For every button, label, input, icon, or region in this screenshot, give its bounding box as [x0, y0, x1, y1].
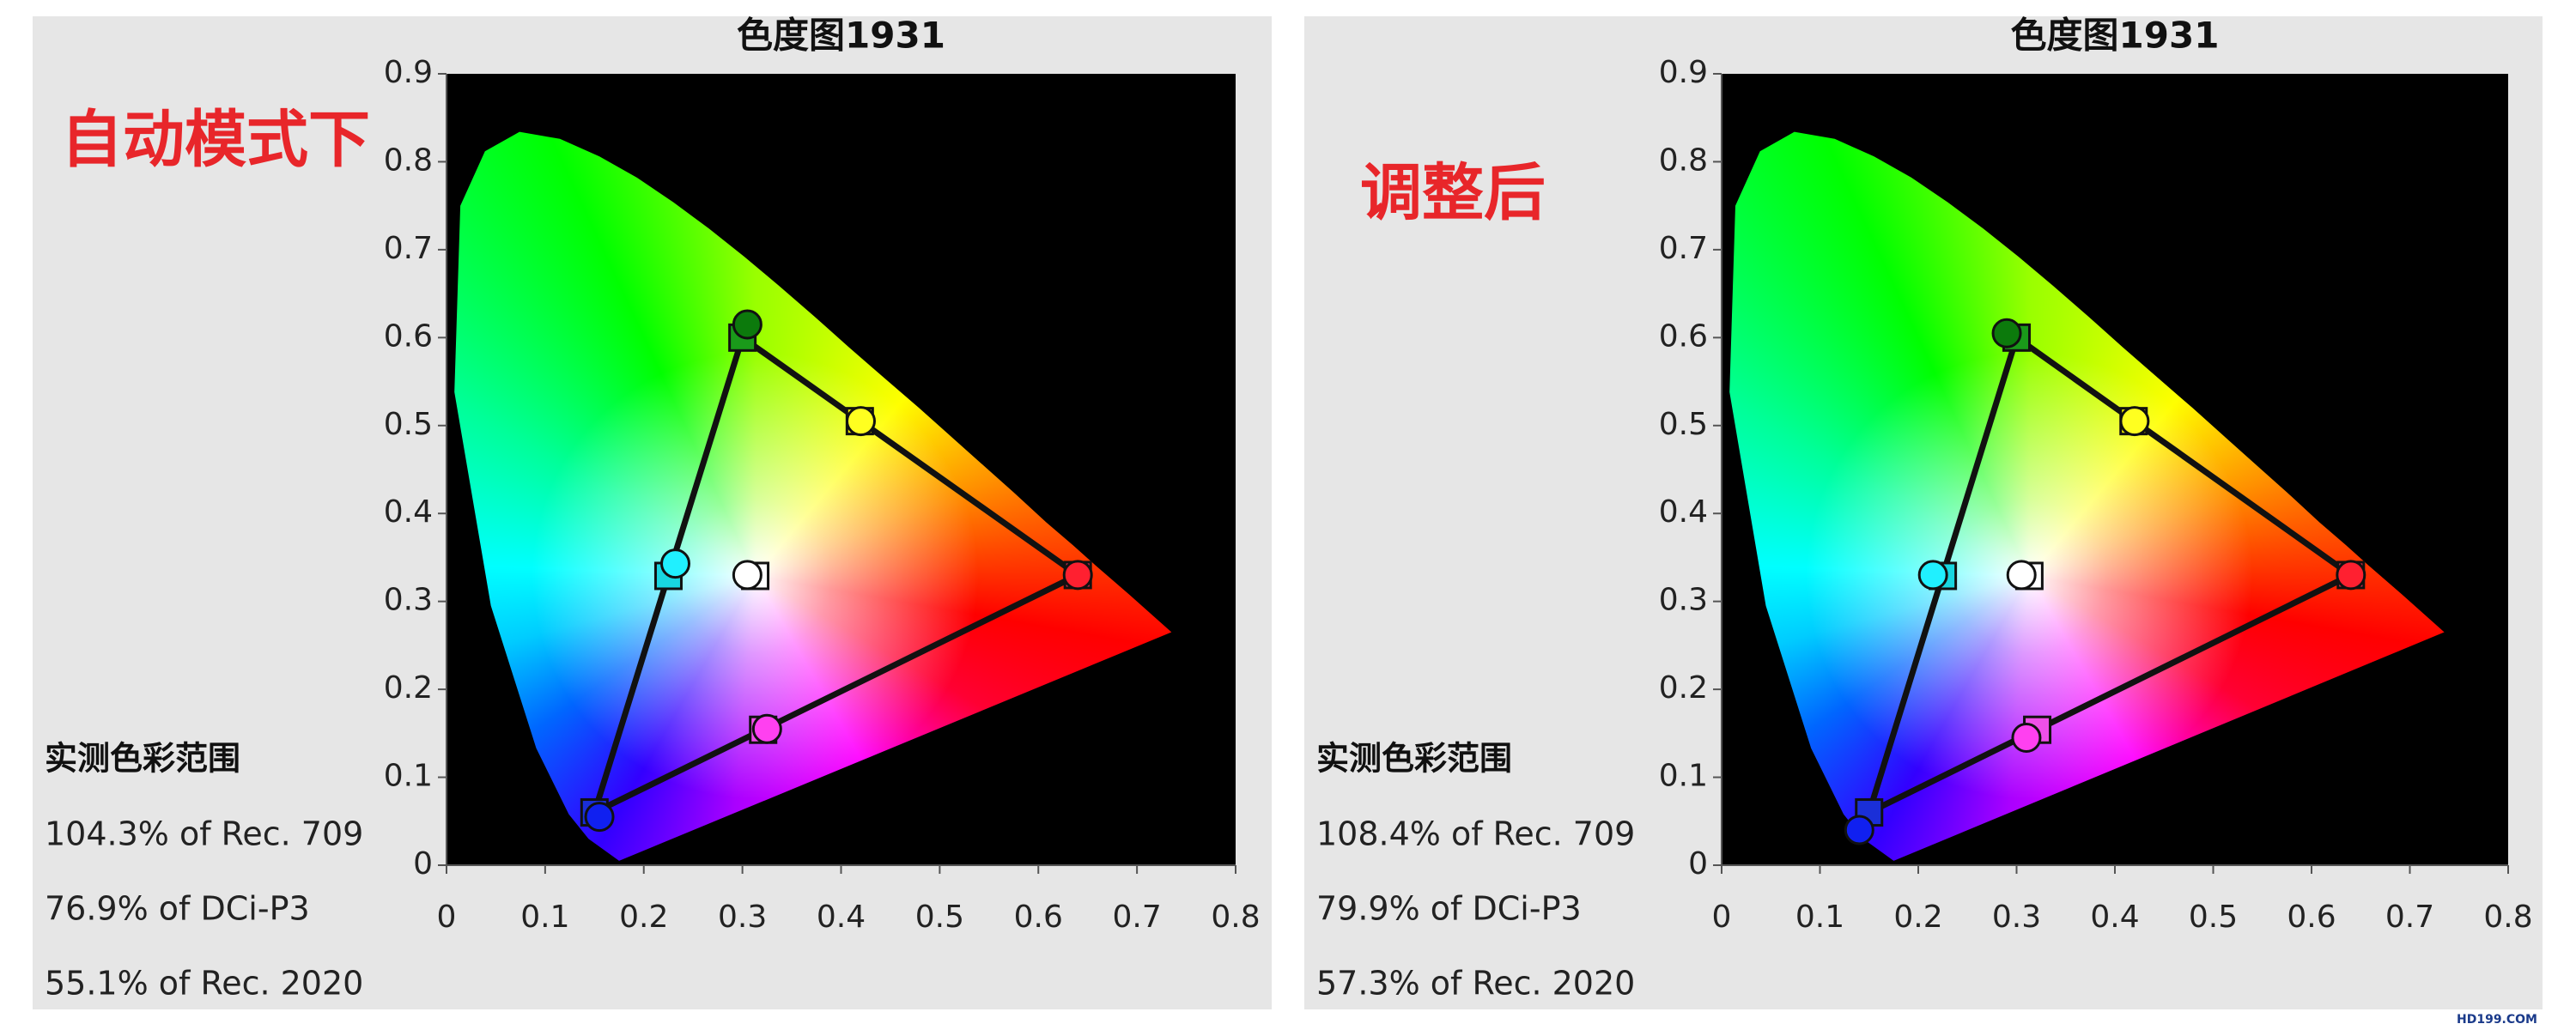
x-tick-label: 0.5: [915, 900, 964, 935]
y-tick-label: 0: [1688, 846, 1708, 882]
y-tick-label: 0.5: [384, 407, 433, 442]
y-tick-label: 0.9: [384, 55, 433, 90]
y-tick-label: 0.1: [1659, 759, 1708, 794]
x-tick-label: 0.6: [1014, 900, 1063, 935]
measured-point: [732, 309, 762, 340]
watermark: HD199.COM: [2457, 1013, 2537, 1027]
x-tick-label: 0.7: [1112, 900, 1161, 935]
spectral-locus-fill: [1729, 131, 2445, 861]
gamut-title: 实测色彩范围: [45, 740, 240, 778]
x-tick-label: 0.3: [1992, 900, 2041, 935]
chart-title: 色度图1931: [2011, 15, 2220, 57]
y-tick-label: 0.7: [384, 231, 433, 266]
measured-point: [1062, 560, 1093, 591]
measured-point: [1844, 815, 1874, 845]
y-tick-label: 0.6: [1659, 318, 1708, 354]
y-tick-label: 0.8: [1659, 142, 1708, 178]
gamut-result: 79.9% of DCi-P3: [1316, 890, 1582, 928]
y-tick-label: 0.5: [1659, 407, 1708, 442]
x-tick-label: 0.2: [1893, 900, 1942, 935]
y-tick-label: 0.7: [1659, 231, 1708, 266]
measured-point: [660, 548, 691, 579]
x-tick-label: 0.4: [817, 900, 866, 935]
gamut-result: 108.4% of Rec. 709: [1316, 815, 1635, 853]
x-tick-label: 0.3: [718, 900, 767, 935]
x-tick-label: 0.2: [619, 900, 668, 935]
measured-point: [1991, 318, 2022, 348]
gamut-result: 104.3% of Rec. 709: [45, 815, 363, 853]
gamut-result: 57.3% of Rec. 2020: [1316, 965, 1635, 1003]
gamut-result: 55.1% of Rec. 2020: [45, 965, 363, 1003]
measured-point: [2336, 560, 2366, 591]
locus-gradient: [1729, 131, 2445, 861]
x-tick-label: 0: [1712, 900, 1732, 935]
gamut-result: 76.9% of DCi-P3: [45, 890, 310, 928]
y-tick-label: 0.2: [384, 670, 433, 706]
y-tick-label: 0: [413, 846, 433, 882]
x-tick-label: 0.6: [2287, 900, 2336, 935]
measured-point: [584, 802, 615, 833]
y-tick-label: 0.4: [384, 494, 433, 530]
measured-point: [751, 713, 782, 744]
x-tick-label: 0.8: [2483, 900, 2532, 935]
y-tick-label: 0.1: [384, 759, 433, 794]
locus-gradient: [454, 131, 1172, 861]
x-tick-label: 0: [437, 900, 457, 935]
measured-point: [2006, 560, 2037, 591]
y-tick-label: 0.4: [1659, 494, 1708, 530]
y-tick-label: 0.9: [1659, 55, 1708, 90]
chart-title: 色度图1931: [737, 15, 945, 57]
x-tick-label: 0.5: [2189, 900, 2238, 935]
y-tick-label: 0.3: [1659, 583, 1708, 618]
y-tick-label: 0.8: [384, 142, 433, 178]
x-tick-label: 0.8: [1211, 900, 1260, 935]
annotation: 调整后: [1360, 157, 1546, 229]
measured-point: [2011, 722, 2042, 753]
measured-point: [845, 406, 876, 437]
annotation: 自动模式下: [61, 104, 370, 176]
x-tick-label: 0.1: [520, 900, 569, 935]
measured-point: [1917, 560, 1948, 591]
y-tick-label: 0.6: [384, 318, 433, 354]
x-tick-label: 0.1: [1795, 900, 1844, 935]
x-tick-label: 0.7: [2385, 900, 2434, 935]
spectral-locus-fill: [454, 131, 1172, 861]
measured-point: [732, 560, 762, 591]
gamut-title: 实测色彩范围: [1316, 740, 1512, 778]
measured-point: [2119, 406, 2150, 437]
y-tick-label: 0.3: [384, 583, 433, 618]
x-tick-label: 0.4: [2090, 900, 2139, 935]
y-tick-label: 0.2: [1659, 670, 1708, 706]
